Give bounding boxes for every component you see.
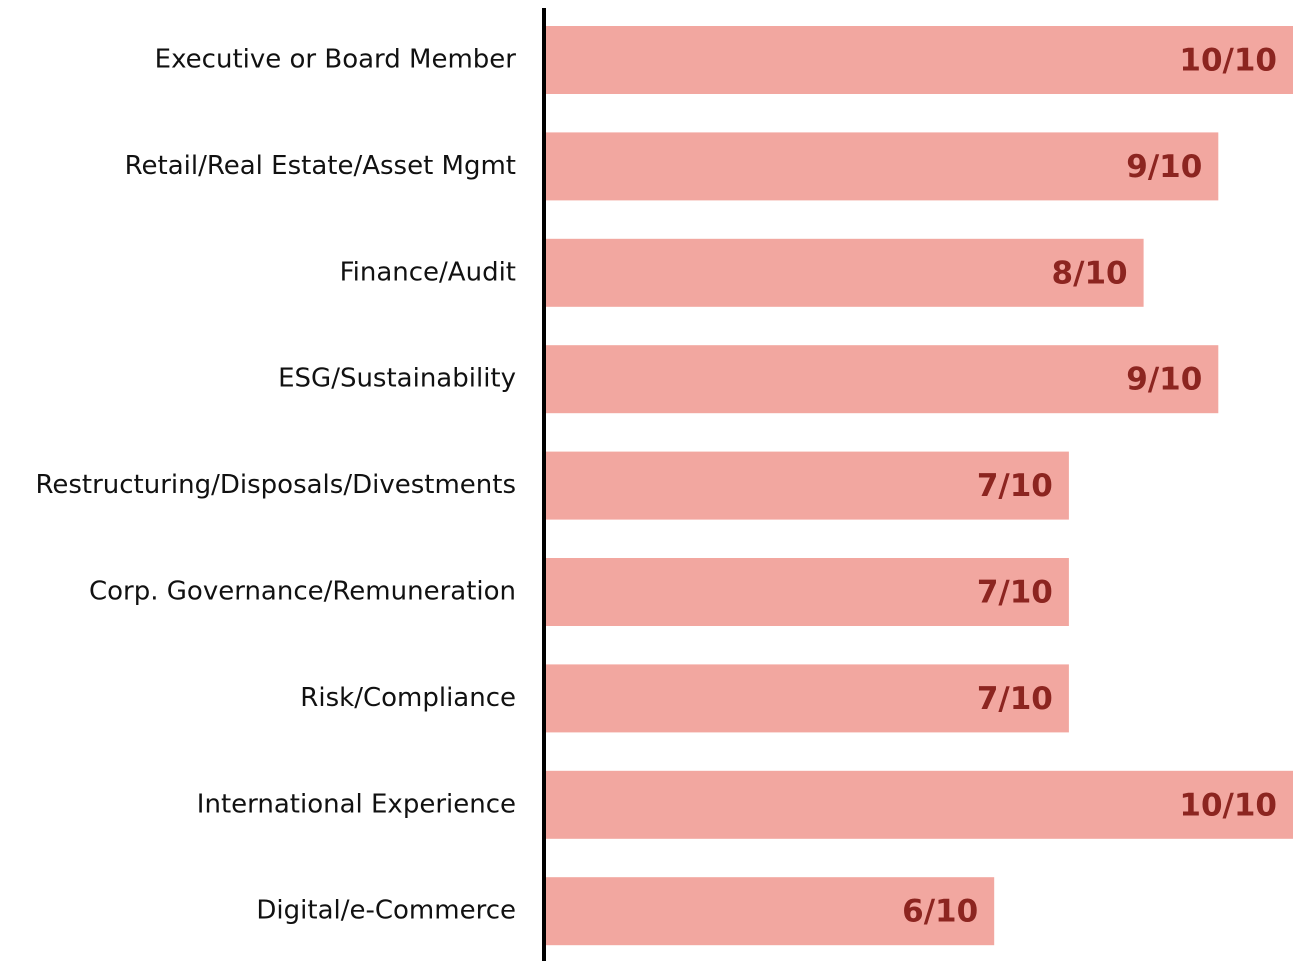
bar	[546, 451, 1069, 520]
bar	[546, 26, 1293, 94]
value-label: 9/10	[1126, 362, 1202, 398]
category-label: Retail/Real Estate/Asset Mgmt	[125, 151, 516, 181]
bar	[546, 770, 1293, 839]
bar	[546, 877, 995, 946]
category-label: ESG/Sustainability	[278, 364, 516, 394]
value-label: 7/10	[977, 575, 1053, 611]
bar	[546, 132, 1219, 201]
value-label: 7/10	[977, 681, 1053, 717]
value-label: 7/10	[977, 468, 1053, 504]
bar	[546, 664, 1069, 733]
category-label: Executive or Board Member	[155, 45, 517, 75]
category-label: Risk/Compliance	[300, 683, 516, 713]
value-label: 9/10	[1126, 149, 1202, 185]
category-label: Finance/Audit	[340, 257, 516, 287]
value-label: 6/10	[902, 894, 978, 930]
bar	[546, 238, 1144, 307]
value-label: 10/10	[1179, 787, 1277, 823]
value-label: 10/10	[1179, 43, 1277, 79]
category-label: Digital/e-Commerce	[256, 896, 516, 926]
category-label: Restructuring/Disposals/Divestments	[35, 470, 516, 500]
category-label: Corp. Governance/Remuneration	[89, 577, 516, 607]
bar	[546, 558, 1069, 626]
bar	[546, 345, 1219, 414]
value-label: 8/10	[1052, 255, 1128, 291]
category-label: International Experience	[197, 789, 516, 819]
